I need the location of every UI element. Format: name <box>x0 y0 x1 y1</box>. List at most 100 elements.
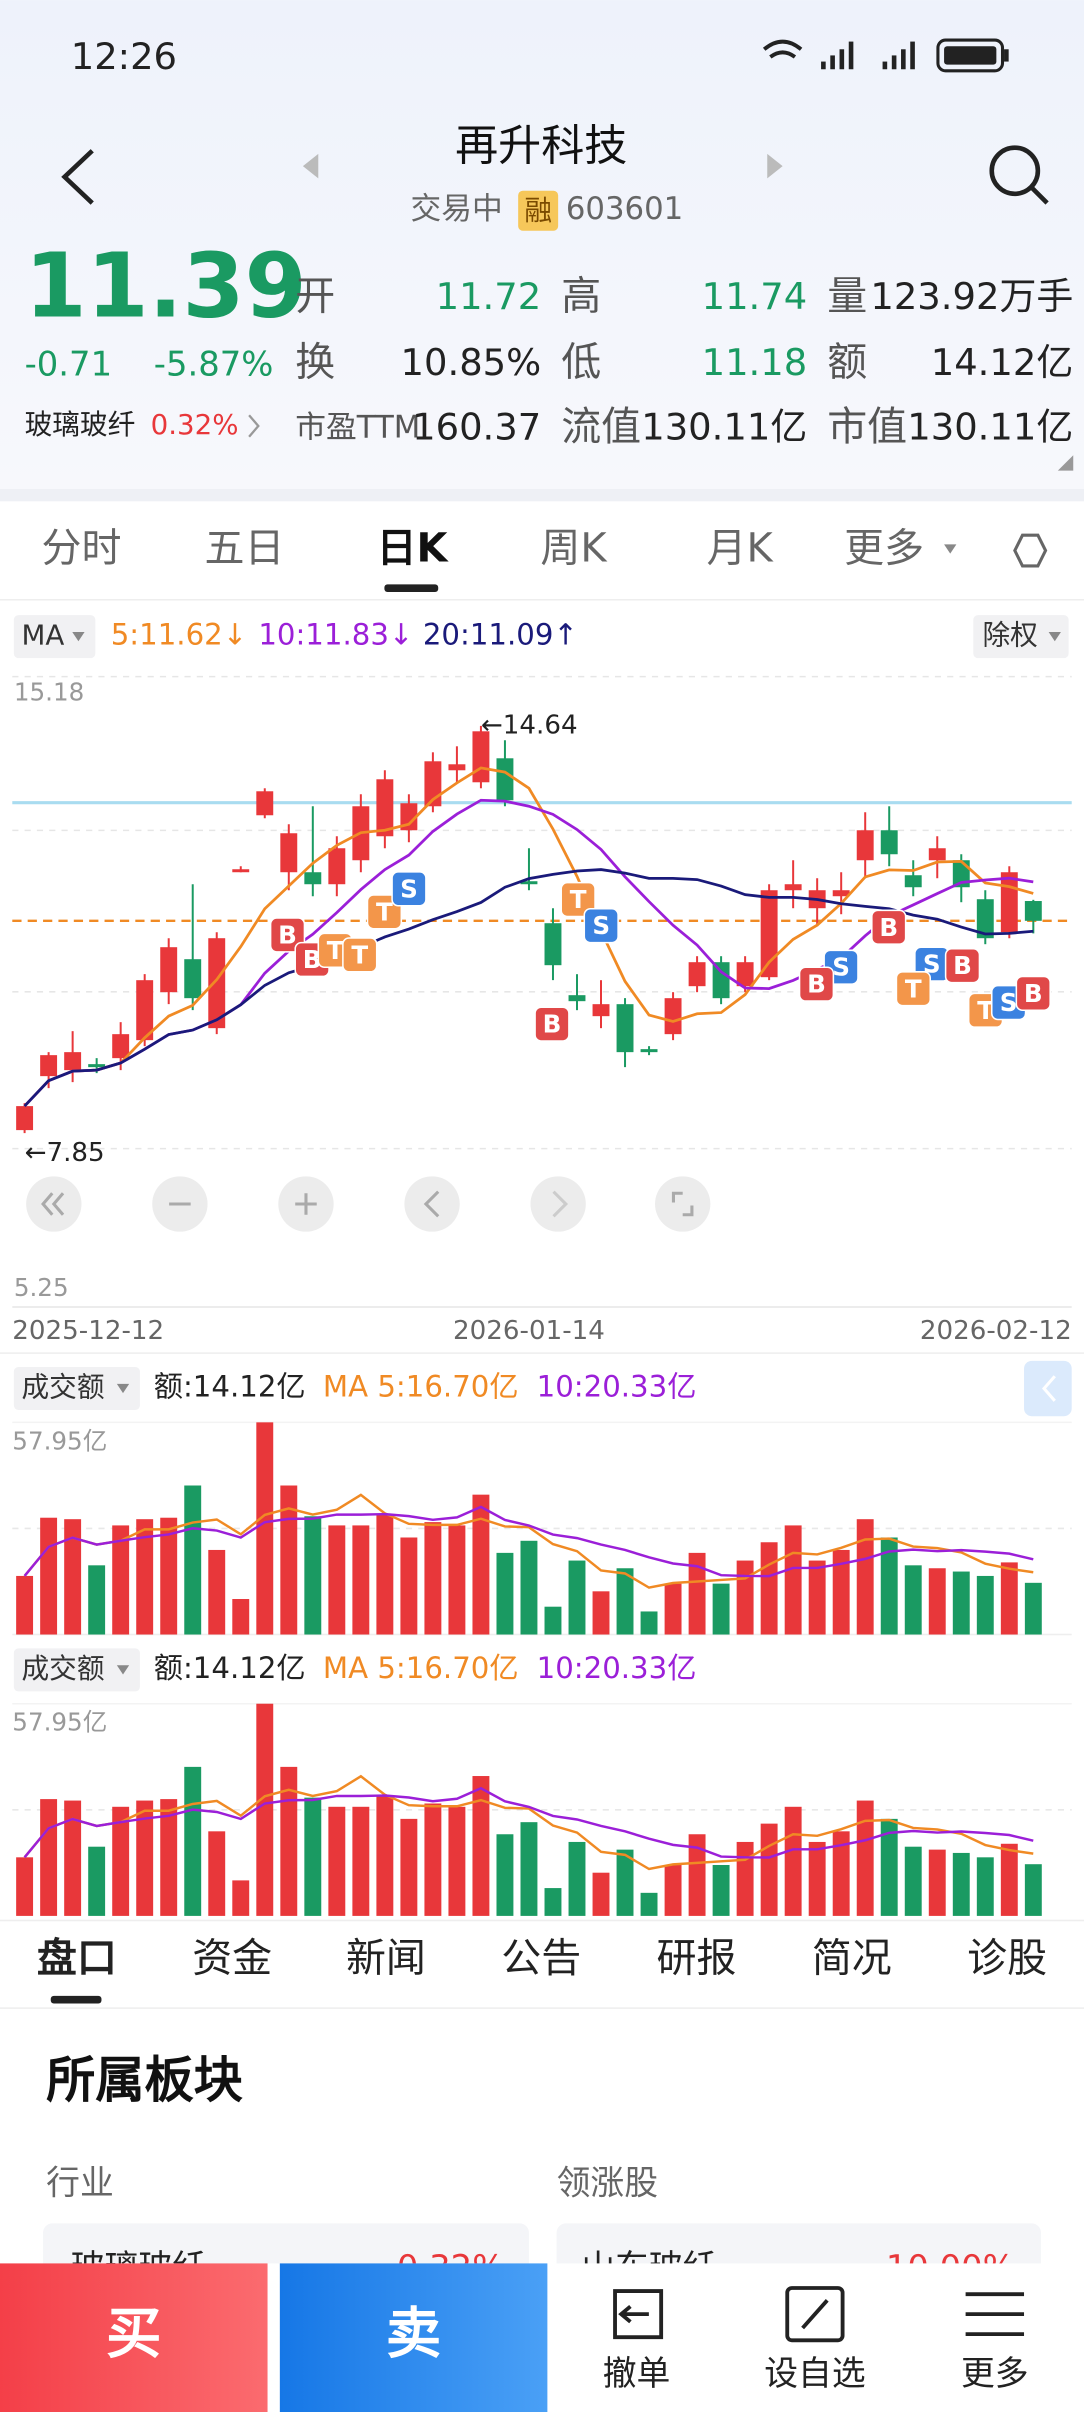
x-tick-label: 2025-12-12 <box>12 1316 164 1346</box>
volume-bar <box>616 1568 634 1635</box>
candle-body <box>184 959 202 999</box>
volume-title: 成交额 <box>22 1371 105 1404</box>
candle-body <box>304 872 322 885</box>
signal-badge <box>391 871 427 907</box>
candle-body <box>712 962 730 999</box>
candle-body <box>328 848 346 885</box>
volume-bar <box>472 1494 490 1635</box>
candle-body <box>1000 872 1018 933</box>
detail-tab[interactable]: 研报 <box>657 1935 737 1981</box>
sell-label[interactable]: 卖 <box>386 2302 441 2366</box>
volume-ma-line <box>23 1774 1034 1871</box>
volume-bar <box>688 1552 706 1635</box>
volume-bar <box>904 1846 922 1916</box>
sector[interactable]: 玻璃玻纤 <box>25 408 136 441</box>
detail-underline <box>50 1995 102 2004</box>
field-label: 市盈TTM <box>295 410 420 446</box>
bottom-icons <box>613 2286 1025 2343</box>
volume-bar <box>304 1516 322 1635</box>
sell-button[interactable] <box>279 2263 548 2412</box>
volume-bar <box>40 1799 58 1916</box>
volume-bar <box>208 1831 226 1916</box>
volume-select[interactable] <box>13 1366 140 1411</box>
volume-bar <box>712 1865 730 1916</box>
candle-body <box>928 848 946 861</box>
volume-ma-line <box>23 1493 1034 1589</box>
volume-select[interactable] <box>13 1648 140 1692</box>
volume-bar <box>688 1834 706 1916</box>
indicator-select[interactable] <box>13 615 96 659</box>
prev-stock[interactable] <box>302 153 319 179</box>
volume-amount: 额:14.12亿 <box>154 1651 306 1685</box>
detail-tab[interactable]: 公告 <box>501 1935 581 1981</box>
volume-bar <box>880 1818 898 1916</box>
change: -0.71 <box>25 345 113 384</box>
field-value: 160.37 <box>412 406 541 449</box>
back-button[interactable] <box>61 149 94 205</box>
candle-body <box>832 890 850 897</box>
signal-label: T <box>327 936 344 965</box>
field-value: 11.74 <box>702 275 808 318</box>
signal-badge <box>269 917 306 953</box>
scroll-left[interactable] <box>404 1176 460 1232</box>
volume-bar <box>88 1565 106 1635</box>
side-toggle[interactable] <box>1024 1360 1072 1417</box>
signal-badge <box>534 1006 570 1042</box>
volume-bar <box>1024 1582 1042 1635</box>
scroll-right[interactable] <box>530 1176 586 1232</box>
period-tab[interactable]: 五日 <box>205 526 285 572</box>
price: 11.39 <box>25 235 307 339</box>
candle-body <box>112 1034 130 1059</box>
settings-button[interactable] <box>1013 533 1048 568</box>
candle-body <box>568 995 586 1002</box>
sector-arrow <box>248 414 260 438</box>
period-tab[interactable]: 周K <box>540 526 608 572</box>
high-label: ←14.64 <box>481 710 578 740</box>
stock-name: 再升科技 <box>455 122 627 172</box>
detail-tab[interactable]: 简况 <box>812 1935 892 1981</box>
candle-body <box>496 758 514 801</box>
candle-body <box>640 1049 658 1053</box>
detail-tab[interactable]: 新闻 <box>346 1935 426 1981</box>
volume-bar <box>232 1599 250 1635</box>
signal-label: S <box>1000 988 1018 1017</box>
detail-tab[interactable]: 盘口 <box>37 1935 117 1981</box>
volume-bar <box>904 1565 922 1635</box>
volume-bar <box>760 1542 778 1635</box>
low-label: ←7.85 <box>25 1138 105 1168</box>
adjust-label: 除权 <box>983 619 1038 652</box>
volume-bar <box>16 1575 34 1635</box>
industry-label: 行业 <box>46 2163 114 2202</box>
search-button[interactable] <box>989 145 1049 205</box>
adjust-select[interactable] <box>973 615 1069 659</box>
caret <box>116 1665 130 1675</box>
buy-label[interactable]: 买 <box>106 2302 161 2366</box>
detail-tab[interactable]: 资金 <box>192 1935 272 1981</box>
volume-bar <box>1024 1864 1042 1916</box>
volume-bar <box>232 1880 250 1916</box>
volume-bar <box>640 1892 658 1916</box>
action-label[interactable]: 设自选 <box>764 2354 865 2393</box>
next-stock[interactable] <box>767 153 783 179</box>
volume-bar <box>136 1519 154 1635</box>
buy-button[interactable] <box>0 2263 268 2412</box>
field-label: 量 <box>827 273 867 319</box>
period-tab[interactable]: 月K <box>706 526 774 572</box>
fullscreen[interactable] <box>655 1176 711 1232</box>
period-tab[interactable]: 分时 <box>42 526 122 572</box>
detail-tab[interactable]: 诊股 <box>967 1935 1047 1981</box>
volume-bar <box>88 1846 106 1916</box>
volume-bar <box>1000 1562 1018 1635</box>
period-tab[interactable]: 更多 <box>844 526 924 572</box>
chart-grid <box>12 675 1072 1308</box>
candle-body <box>232 869 250 873</box>
action-label[interactable]: 撤单 <box>603 2354 671 2393</box>
signal-badge <box>944 947 981 984</box>
volume-bar <box>808 1560 826 1635</box>
volume-bar <box>328 1806 346 1916</box>
period-tab[interactable]: 日K <box>377 526 450 572</box>
signal-label: B <box>1024 979 1043 1008</box>
candle-body <box>136 980 154 1041</box>
action-label[interactable]: 更多 <box>961 2354 1029 2393</box>
